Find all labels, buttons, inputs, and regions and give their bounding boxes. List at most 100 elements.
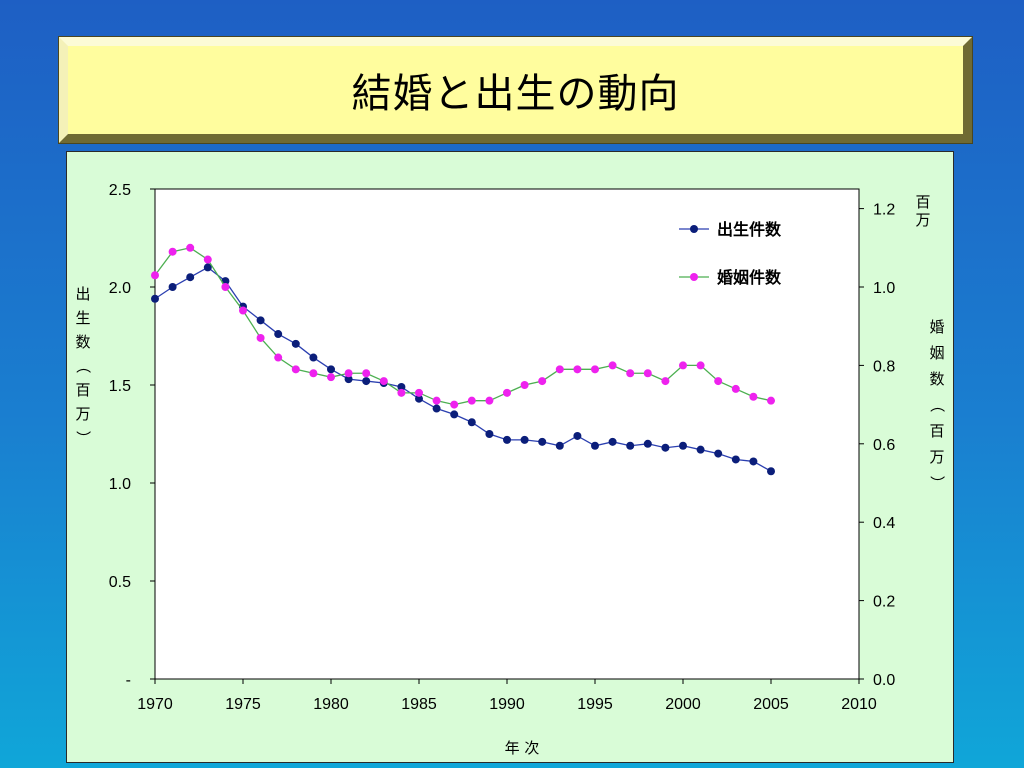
series-2-point: [520, 381, 529, 389]
series-1-point: [714, 449, 723, 458]
y-left-axis-label-char: ）: [74, 430, 92, 445]
y-right-tick-label: 0.4: [873, 515, 895, 532]
title-banner: 結婚と出生の動向: [59, 37, 972, 143]
y-right-tick-label: 1.2: [873, 202, 895, 219]
legend-label-1: 出生件数: [717, 220, 782, 239]
series-2-point: [485, 396, 494, 405]
series-1-point: [661, 443, 670, 452]
series-2-point: [696, 361, 705, 370]
series-2-point: [608, 361, 617, 370]
series-1-point: [503, 435, 511, 444]
series-1-point: [186, 273, 195, 282]
y-left-tick-label: 0.5: [109, 574, 131, 591]
y-left-tick-label: 1.5: [109, 378, 131, 395]
y-right-axis-label-char: （: [928, 397, 946, 412]
series-1-point: [679, 441, 687, 450]
chart-panel: 1970 1975 1980 1985 1990 1995 2000 2005 2010 - 0.5…: [66, 151, 954, 763]
series-2-point: [415, 388, 423, 397]
series-1-point: [327, 365, 335, 374]
series-2-point: [256, 333, 265, 342]
series-2-point: [626, 369, 635, 378]
series-2-point: [538, 377, 547, 386]
x-tick-label: 1985: [401, 696, 437, 713]
series-2-point: [168, 247, 177, 256]
series-1-point: [203, 263, 212, 272]
x-tick-label: 2005: [753, 696, 789, 713]
y-right-axis-label: 婚姻数 （ 百万 ）: [928, 318, 946, 491]
series-1-point: [520, 435, 529, 444]
series-1-point: [767, 467, 775, 476]
series-2-point: [731, 384, 740, 393]
series-1-point: [696, 445, 705, 454]
series-1-point: [573, 431, 582, 440]
y-right-tick-label: 0.8: [873, 358, 895, 375]
series-2-point: [239, 306, 247, 315]
series-1-point: [591, 441, 599, 450]
series-1-point: [538, 437, 547, 446]
series-2-point: [274, 353, 283, 362]
series-1-point: [344, 375, 353, 384]
series-2-point: [379, 377, 388, 386]
x-axis-label: 年 次: [505, 739, 540, 757]
y-right-axis-label-char: 婚: [929, 318, 944, 336]
y-right-axis-label-char: 数: [929, 370, 944, 388]
series-2-point: [203, 255, 212, 264]
series-1-point: [467, 418, 476, 427]
series-2-point: [432, 396, 441, 405]
y-right-tick-label: 0.0: [873, 672, 895, 689]
y-left-axis-label: 出生数 （ 百万 ）: [74, 285, 92, 446]
series-2-point: [450, 400, 459, 409]
series-2-point: [767, 396, 775, 405]
x-tick-label: 1970: [137, 696, 173, 713]
series-2-point: [555, 365, 564, 374]
legend-marker-1: [690, 225, 698, 233]
series-2-point: [309, 369, 318, 378]
chart: 1970 1975 1980 1985 1990 1995 2000 2005 2010 - 0.5…: [74, 182, 946, 757]
series-1-point: [608, 437, 617, 446]
y-right-axis-label-char: ）: [928, 475, 946, 490]
series-1-point: [274, 330, 283, 339]
series-1-point: [731, 455, 740, 464]
series-1-point: [291, 339, 300, 348]
y-right-unit-label-char: 百: [915, 193, 930, 211]
y-left-tick-label: 2.5: [109, 182, 131, 199]
series-2-point: [291, 365, 300, 374]
series-2-point: [503, 388, 511, 397]
legend-marker-2: [690, 273, 698, 281]
series-1-point: [397, 382, 406, 391]
y-right-axis-label-char: 百: [929, 422, 944, 440]
y-right-axis-label-char: 姻: [929, 344, 944, 362]
y-right-tick-label: 0.6: [873, 437, 895, 454]
series-2-point: [679, 361, 687, 370]
y-left-axis-label-char: 生: [75, 309, 90, 327]
series-2-point: [643, 369, 652, 378]
y-right-unit-label: 百万: [915, 193, 930, 229]
series-2-point: [362, 369, 371, 378]
y-left-axis-label-char: 万: [75, 405, 90, 423]
series-2-point: [591, 365, 599, 374]
y-right-tick-label: 0.2: [873, 594, 895, 611]
y-left-axis-label-char: 百: [75, 381, 90, 399]
plot-area: [154, 188, 860, 680]
y-left-axis-label-char: （: [74, 358, 92, 373]
series-1-point: [626, 441, 635, 450]
x-tick-label: 1975: [225, 696, 261, 713]
x-tick-label: 1990: [489, 696, 525, 713]
y-left-tick-label: 1.0: [109, 476, 131, 493]
series-1-point: [309, 353, 318, 362]
y-left-tick-label: 2.0: [109, 280, 131, 297]
series-1-point: [485, 430, 494, 438]
x-tick-label: 2010: [841, 696, 877, 713]
y-right-tick-label: 1.0: [873, 280, 895, 297]
series-2-point: [327, 373, 335, 382]
series-2-point: [661, 377, 670, 386]
x-tick-label: 2000: [665, 696, 701, 713]
series-1-point: [362, 377, 371, 386]
series-1-point: [555, 441, 564, 450]
slide-title: 結婚と出生の動向: [351, 71, 680, 117]
legend-label-2: 婚姻件数: [717, 268, 782, 287]
series-1-point: [256, 316, 265, 325]
y-left-tick-label: -: [126, 672, 131, 689]
series-2-point: [714, 377, 723, 386]
series-1-point: [749, 457, 758, 466]
